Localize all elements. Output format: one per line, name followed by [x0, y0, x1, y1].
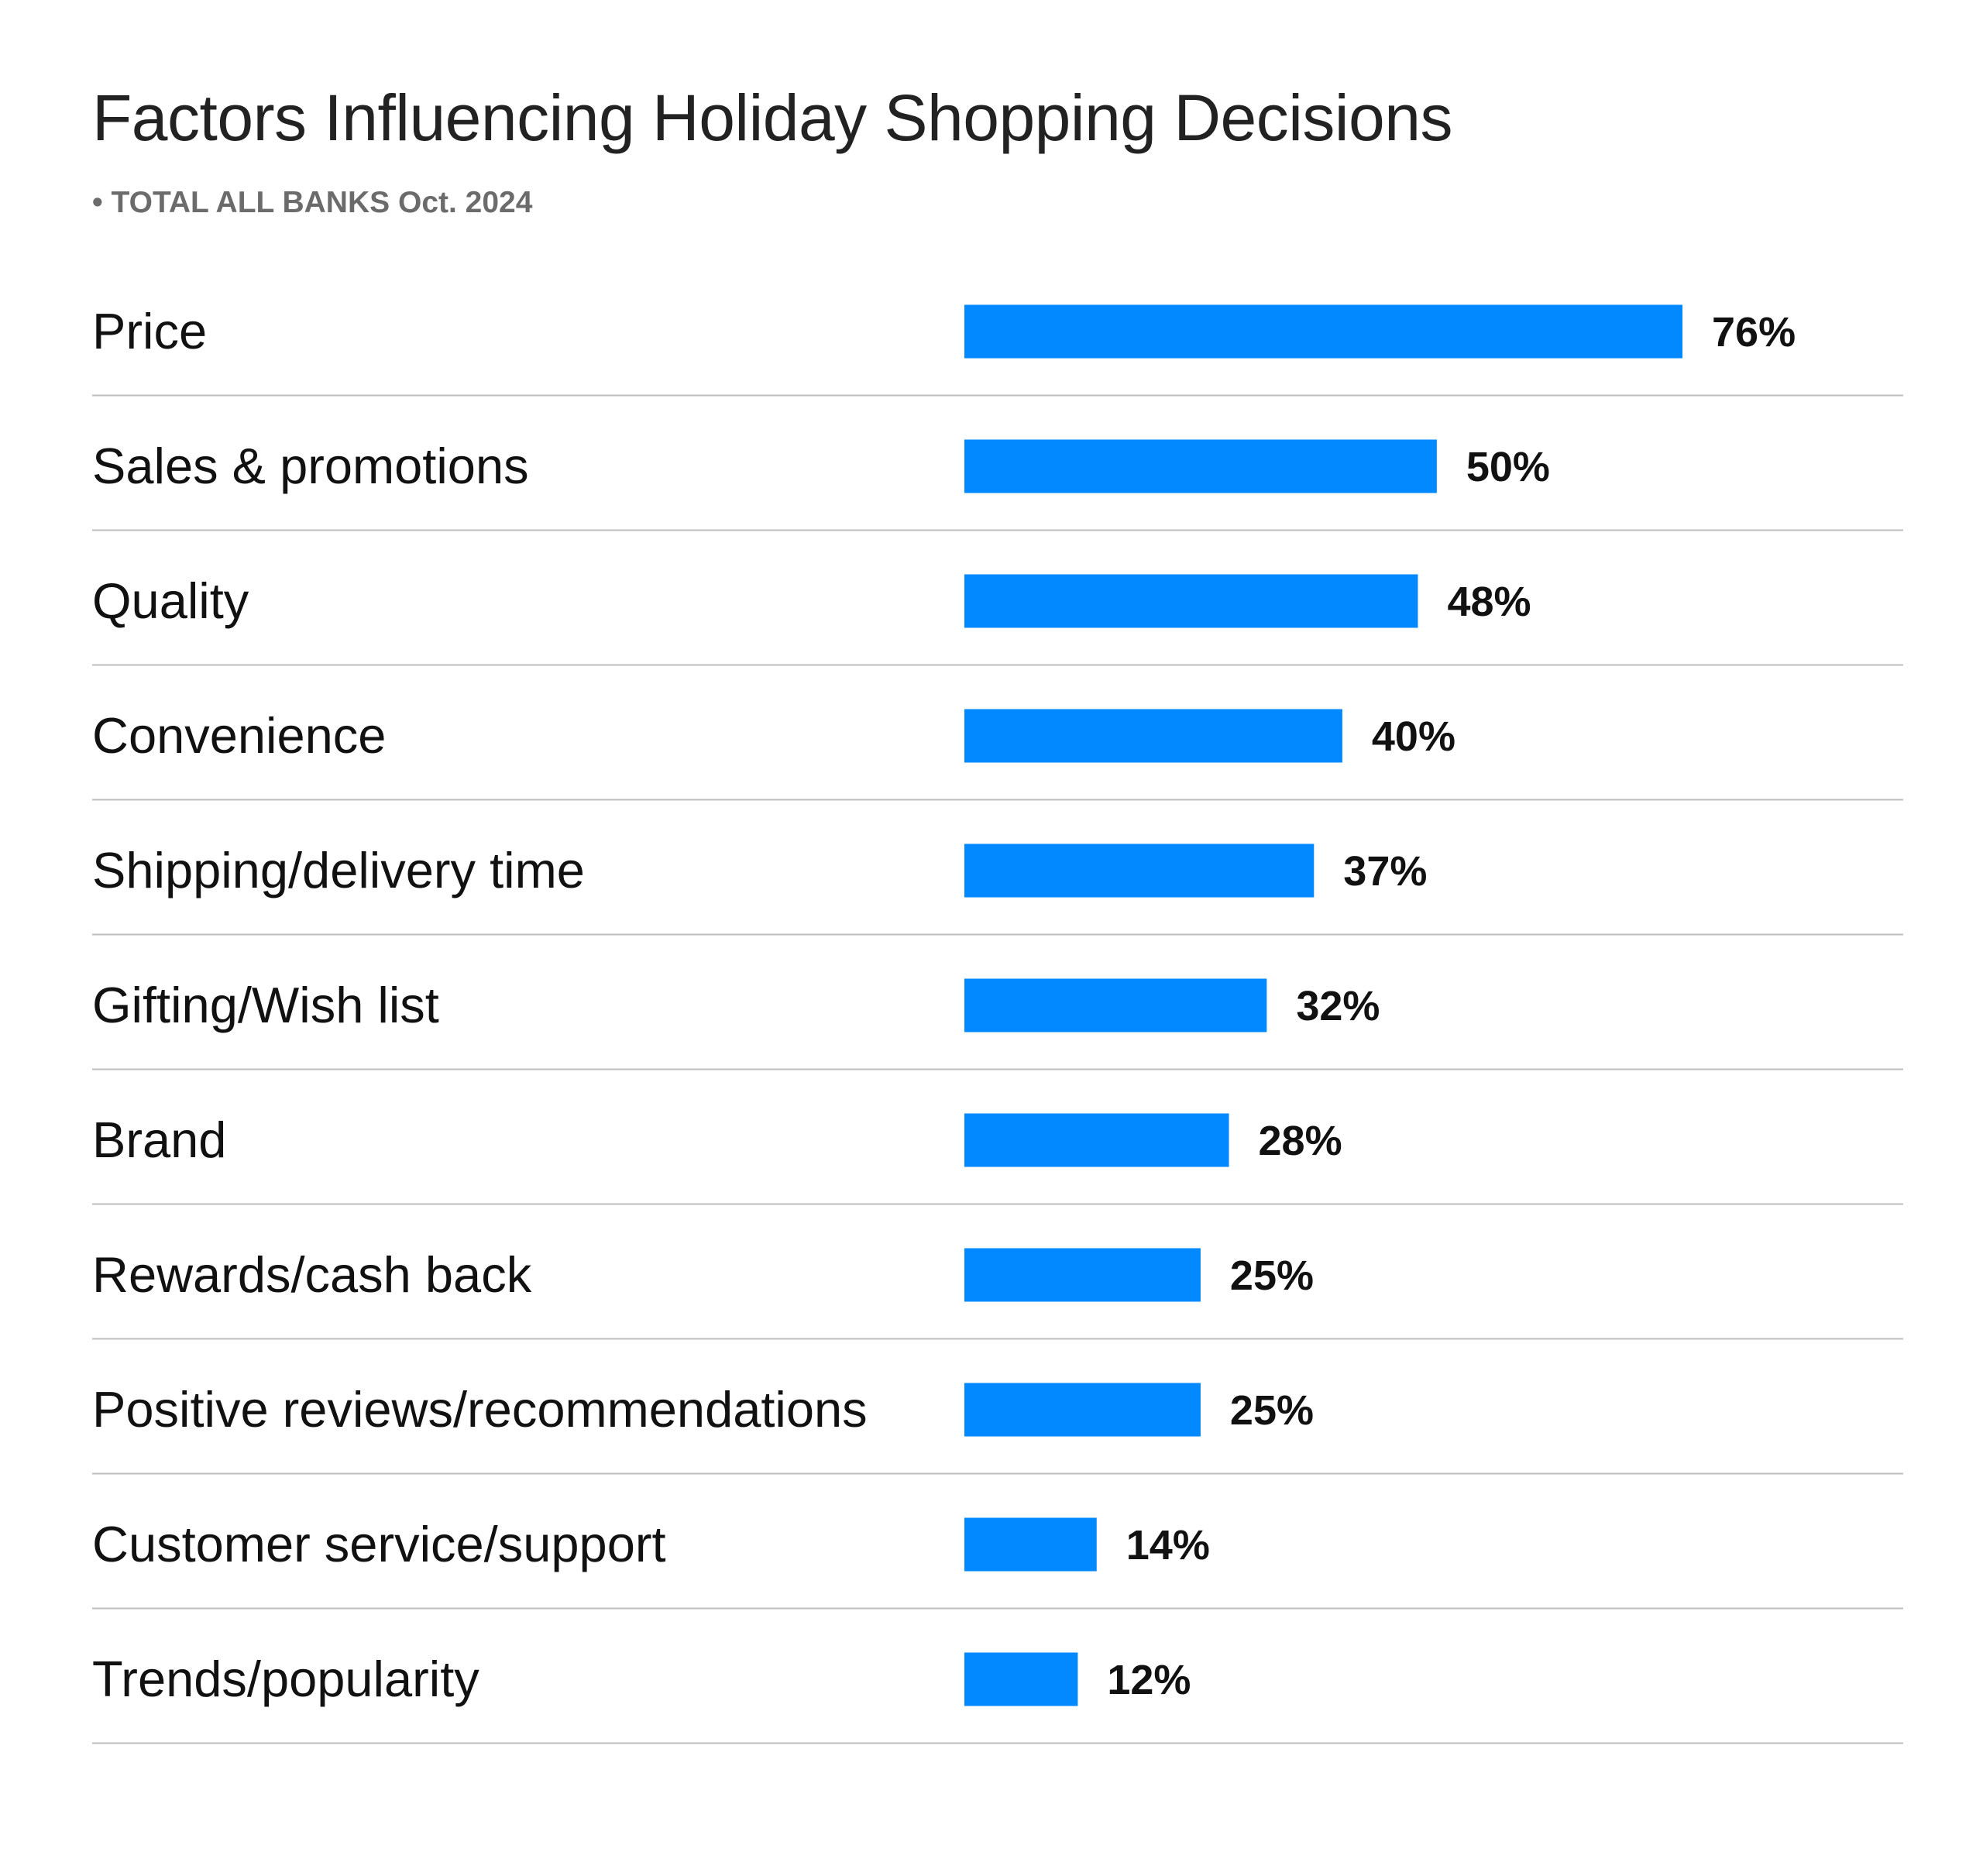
category-label: Rewards/cash back: [92, 1246, 532, 1303]
chart-row: Gifting/Wish list 32%: [92, 977, 1903, 1070]
value-label: 25%: [1230, 1387, 1314, 1434]
chart-title: Factors Influencing Holiday Shopping Dec…: [92, 81, 1452, 154]
category-label: Shipping/delivery time: [92, 842, 585, 898]
category-label: Trends/popularity: [92, 1651, 479, 1707]
chart-row: Shipping/delivery time 37%: [92, 842, 1903, 936]
bar: [964, 1248, 1201, 1302]
chart-row: Rewards/cash back 25%: [92, 1246, 1903, 1340]
value-label: 50%: [1466, 444, 1550, 490]
category-label: Brand: [92, 1112, 226, 1168]
value-label: 40%: [1372, 713, 1455, 760]
category-label: Sales & promotions: [92, 438, 529, 494]
bar: [964, 304, 1682, 359]
chart-row: Brand 28%: [92, 1112, 1903, 1205]
chart-subtitle: • TOTAL ALL BANKS Oct. 2024: [92, 186, 533, 219]
chart-row: Quality 48%: [92, 572, 1903, 666]
value-label: 76%: [1712, 309, 1796, 356]
bar: [964, 1113, 1229, 1167]
value-label: 48%: [1447, 579, 1531, 625]
value-label: 32%: [1296, 983, 1380, 1029]
chart-row: Sales & promotions 50%: [92, 438, 1903, 531]
chart-row: Positive reviews/recommendations 25%: [92, 1381, 1903, 1475]
bar: [964, 709, 1342, 763]
category-label: Quality: [92, 572, 249, 629]
bar: [964, 1383, 1201, 1437]
bar: [964, 1517, 1097, 1572]
category-label: Gifting/Wish list: [92, 977, 439, 1033]
chart-row: Price 76%: [92, 303, 1903, 397]
bar: [964, 1652, 1078, 1706]
value-label: 28%: [1259, 1118, 1342, 1164]
category-label: Positive reviews/recommendations: [92, 1381, 868, 1438]
bar: [964, 978, 1267, 1032]
chart-row: Trends/popularity 12%: [92, 1651, 1903, 1744]
value-label: 25%: [1230, 1252, 1314, 1299]
category-label: Customer service/support: [92, 1516, 666, 1572]
bar: [964, 439, 1437, 493]
category-label: Convenience: [92, 707, 386, 764]
chart-row: Convenience 40%: [92, 707, 1903, 801]
chart-row: Customer service/support 14%: [92, 1516, 1903, 1610]
category-label: Price: [92, 303, 207, 359]
value-label: 37%: [1343, 848, 1427, 895]
chart-rows: Price 76% Sales & promotions 50% Quality 48% C…: [92, 303, 1903, 1744]
bar: [964, 844, 1315, 898]
bar: [964, 574, 1418, 628]
value-label: 14%: [1126, 1522, 1210, 1568]
value-label: 12%: [1107, 1657, 1191, 1703]
